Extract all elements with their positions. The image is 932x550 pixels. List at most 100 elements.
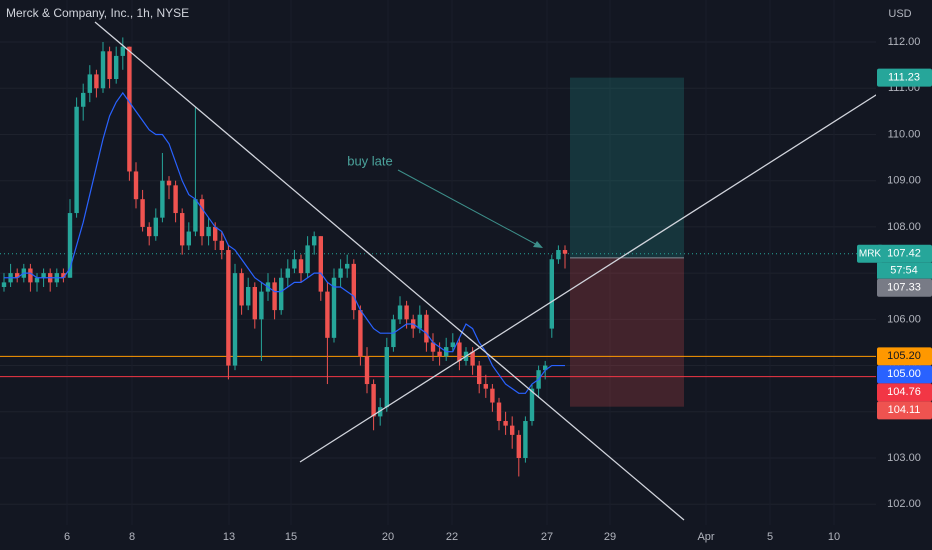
candle-body [193,199,198,232]
arrow-head [533,241,543,248]
candle-body [318,236,323,292]
y-tick-label: 109.00 [887,175,921,187]
candle-body [41,273,46,278]
symbol-label: MRK [859,248,882,259]
price-label-box [877,68,932,87]
candle-body [100,51,106,89]
y-tick-label: 103.00 [887,452,921,464]
x-tick-label: 8 [129,531,135,543]
annotation-arrow [397,169,542,248]
candle-body [378,407,383,417]
position-tool [570,77,684,407]
candle-body [206,226,211,237]
candle-body [510,425,515,435]
price-label: 111.23 [888,72,920,84]
axis-labels: 102.00103.00104.00105.00106.00107.00108.… [64,36,932,543]
candle-body [292,259,297,269]
candle-body [543,365,548,371]
candle-body [562,250,568,254]
loss-zone [570,257,684,407]
candle-body [160,180,165,218]
price-label: 105.00 [887,368,921,380]
candle-body [252,286,257,320]
chart-title: Merck & Company, Inc., 1h, NYSE [6,6,189,20]
x-tick-label: 5 [767,531,773,543]
countdown: 57:54 [890,265,918,277]
candle-body [496,402,502,422]
candle-body [523,421,528,458]
candle-body [74,106,79,214]
candle-body [246,286,251,306]
candle-body [140,199,145,227]
x-tick-label: 10 [828,531,840,543]
candle-body [239,273,244,306]
x-tick-label: 20 [382,531,394,543]
moving-average [4,91,565,394]
candle-body [477,365,482,385]
candle-body [1,282,7,287]
candle-body [199,199,205,237]
candle-body [364,356,370,385]
candle-body [180,213,185,246]
candle-body [298,259,304,274]
candle-body [331,277,337,338]
currency: USD [888,8,911,20]
candle-body [404,305,409,320]
candle-body [120,46,125,56]
price-label-box [877,401,932,420]
candle-body [28,268,33,283]
x-tick-label: 22 [446,531,458,543]
candle-body [34,277,40,283]
candle-body [219,240,224,251]
x-tick-label: 29 [604,531,616,543]
candle-body [87,74,92,93]
annotation: buy late [347,153,393,168]
y-tick-label: 110.00 [888,128,921,140]
candle-body [15,273,20,278]
candle-body [424,314,429,343]
candle-body [67,213,73,278]
x-tick-label: 27 [541,531,553,543]
candle-body [279,277,284,311]
candle-body [556,250,561,260]
y-tick-label: 108.00 [887,221,921,233]
candle-body [516,434,521,458]
candle-body [107,51,112,80]
candle-body [457,342,462,361]
price-label-box [877,383,932,402]
x-tick-label: 15 [285,531,297,543]
candle-body [114,55,119,80]
symbol-box [857,244,883,263]
candle-body [345,263,350,269]
candle-body [397,305,403,320]
profit-zone [570,77,684,258]
price-label: 104.76 [887,386,921,398]
candle-body [325,291,330,338]
candle-body [127,46,132,172]
candle-body [490,388,495,403]
candle-body [312,236,317,246]
price-label: 105.20 [887,350,921,362]
candle-body [437,351,442,357]
candle-body [213,226,218,241]
candle-body [272,282,277,311]
candle-body [351,263,356,311]
candle-body [483,384,488,389]
candle-body [186,231,191,246]
price-label: 107.33 [887,282,921,294]
candle-body [153,217,158,237]
candle-body [450,342,455,348]
x-tick-label: 13 [223,531,235,543]
x-tick-label: Apr [697,531,714,543]
candle-body [166,180,172,186]
candle-body [470,351,475,366]
candle-body [384,347,389,408]
candle-body [61,273,66,278]
candle-body [529,388,535,422]
candle-body [94,74,99,89]
candle-body [173,185,178,214]
price-label-box [877,365,932,384]
candle-body [147,226,152,237]
